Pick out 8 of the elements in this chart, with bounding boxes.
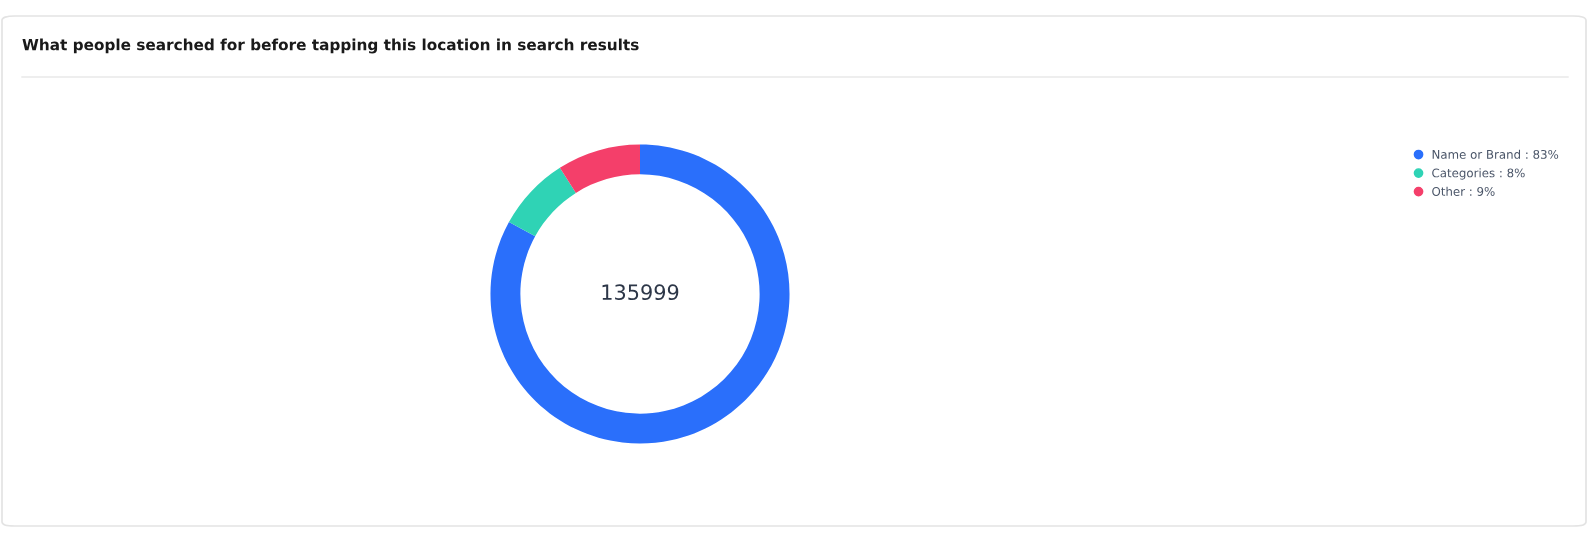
donut-slice (559, 144, 640, 193)
donut-slice (490, 144, 790, 444)
legend-label: Categories : 8% (1432, 168, 1525, 180)
legend-label: Name or Brand : 83% (1432, 149, 1559, 159)
donut-slice (508, 167, 576, 237)
text: 135999 (602, 284, 679, 301)
legend-label: Other : 9% (1432, 186, 1495, 196)
text: What people searched for before tapping this location in search results (22, 38, 639, 54)
